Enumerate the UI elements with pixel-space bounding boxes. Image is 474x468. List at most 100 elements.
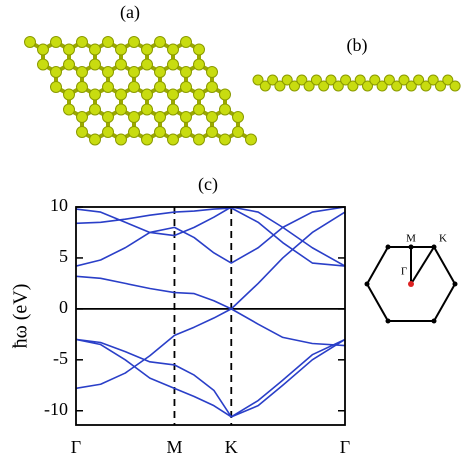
atom — [442, 74, 454, 86]
atom — [167, 88, 179, 101]
atom — [76, 81, 88, 93]
atom — [232, 111, 244, 123]
atom — [193, 88, 205, 101]
bz-point — [385, 318, 391, 324]
x-tick-label: Γ — [71, 437, 81, 457]
atom — [141, 58, 153, 71]
atom — [435, 80, 446, 92]
atom — [50, 81, 62, 93]
atom — [252, 74, 264, 86]
atom — [427, 74, 439, 86]
atom — [50, 66, 62, 78]
atom — [332, 80, 344, 92]
atom — [167, 58, 179, 71]
atom — [115, 58, 127, 71]
atom — [180, 36, 192, 48]
y-tick-label: 0 — [59, 297, 68, 317]
atom — [167, 43, 179, 56]
atom — [102, 81, 114, 93]
atom — [369, 74, 381, 86]
bz-label: K — [439, 233, 447, 245]
atom — [449, 80, 461, 92]
band — [76, 338, 345, 418]
band — [76, 207, 345, 267]
y-tick-label: -5 — [53, 348, 68, 368]
atom — [193, 133, 205, 146]
atom — [154, 111, 166, 123]
atom — [63, 103, 75, 116]
panel-label: (b) — [347, 35, 368, 56]
atom — [347, 80, 359, 92]
atom — [128, 126, 140, 138]
atom — [50, 36, 62, 48]
atom — [89, 58, 101, 71]
x-tick-label: M — [166, 437, 182, 457]
atom — [219, 88, 231, 101]
bz-vertices — [364, 244, 458, 324]
atom — [24, 36, 36, 48]
bz-point — [431, 244, 437, 250]
atom — [193, 103, 205, 116]
y-tick-label: -10 — [44, 399, 68, 419]
y-tick-label: 10 — [50, 195, 68, 215]
atom — [398, 74, 410, 86]
atom — [296, 74, 308, 86]
atom — [362, 80, 373, 92]
atom — [259, 80, 271, 92]
atom — [281, 74, 293, 86]
atom — [383, 74, 395, 86]
atom — [420, 80, 432, 92]
atom — [141, 103, 153, 116]
atom — [102, 36, 114, 48]
atom — [154, 36, 166, 48]
atom — [180, 81, 192, 93]
atom — [274, 80, 286, 92]
atom — [289, 80, 300, 92]
atom — [318, 80, 330, 92]
atom — [267, 74, 279, 86]
atom — [303, 80, 315, 92]
band — [76, 211, 345, 310]
atom — [128, 66, 140, 78]
atom — [89, 88, 101, 101]
x-tick-label: Γ — [340, 437, 350, 457]
atom — [115, 133, 127, 146]
atom — [206, 66, 218, 78]
y-tick-label: 5 — [59, 246, 68, 266]
atom — [354, 74, 366, 86]
atom — [141, 88, 153, 101]
atom — [391, 80, 403, 92]
bz-label: M — [406, 233, 416, 245]
atom — [206, 126, 218, 138]
bz-label: Γ — [401, 266, 407, 278]
atom — [89, 133, 101, 146]
atom — [219, 103, 231, 116]
bz-point — [385, 244, 391, 250]
atom — [141, 43, 153, 56]
structure-side-view — [252, 74, 461, 92]
bz-gamma-point — [408, 281, 414, 287]
y-axis-label: ħω (eV) — [10, 284, 32, 349]
atom — [128, 36, 140, 48]
atom — [141, 133, 153, 146]
band — [76, 308, 345, 390]
bz-point — [364, 281, 370, 287]
atom — [193, 43, 205, 56]
band — [76, 207, 345, 267]
structure-top-view — [24, 36, 257, 146]
bz-path — [410, 246, 435, 285]
bz-point — [431, 318, 437, 324]
atom — [115, 103, 127, 116]
atom — [76, 66, 88, 78]
atom — [89, 43, 101, 56]
atom — [180, 126, 192, 138]
atom — [154, 81, 166, 93]
atom — [193, 58, 205, 71]
bz-point — [452, 281, 458, 287]
atom — [63, 43, 75, 56]
x-tick-label: K — [225, 437, 238, 457]
atom — [37, 58, 49, 71]
atom — [76, 126, 88, 138]
atom — [180, 111, 192, 123]
